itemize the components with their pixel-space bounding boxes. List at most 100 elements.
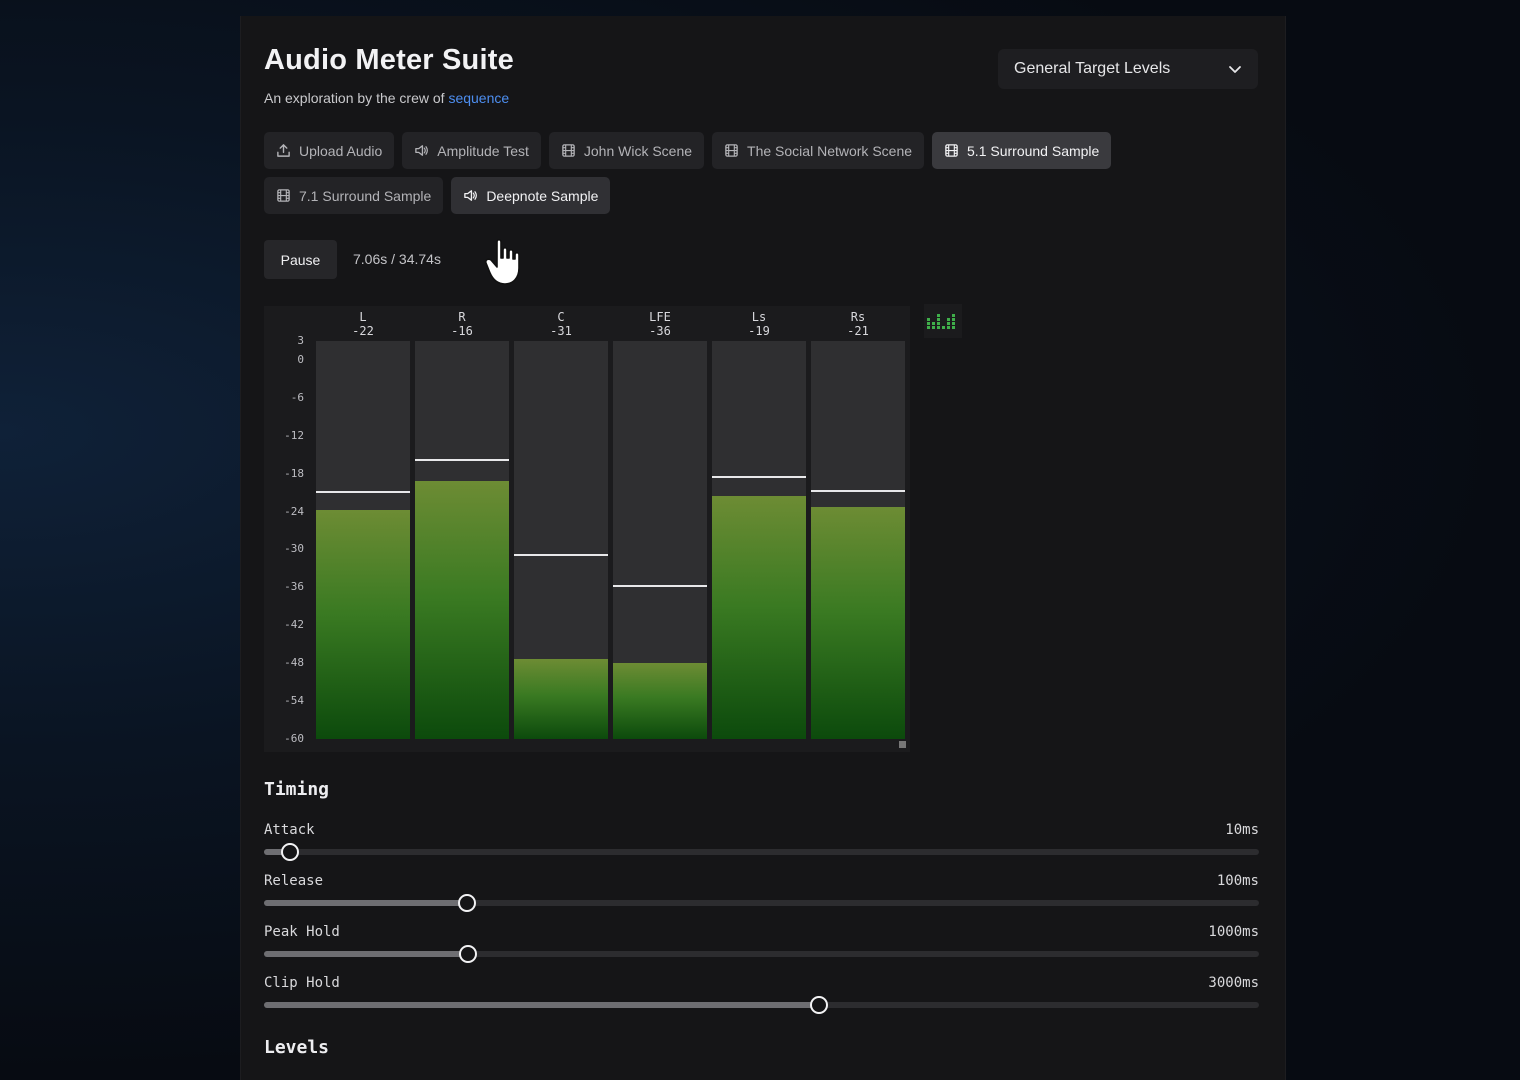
level-bar [514, 659, 608, 739]
channel-meter-rs [811, 341, 905, 739]
app-panel: Audio Meter Suite An exploration by the … [240, 16, 1286, 1080]
scale-tick-label: -54 [284, 694, 304, 708]
film-icon [562, 144, 575, 157]
deepnote-sample-label: Deepnote Sample [486, 187, 599, 204]
deepnote-sample-button[interactable]: Deepnote Sample [451, 177, 611, 214]
scale-tick-label: -48 [284, 656, 304, 670]
level-bar [415, 481, 509, 739]
scale-tick-label: -18 [284, 466, 304, 480]
peak-hold-label: Peak Hold [264, 924, 340, 940]
slider-knob[interactable] [280, 843, 299, 861]
upload-audio-button[interactable]: Upload Audio [264, 132, 395, 169]
channel-value: -16 [451, 324, 473, 338]
clip-hold-slider[interactable] [264, 996, 1259, 1014]
level-bar [712, 496, 806, 739]
peak-hold-line [712, 475, 806, 478]
speaker-icon [464, 190, 478, 201]
channel-value: -21 [847, 324, 869, 338]
source-buttons-row-1: Upload Audio Amplitude Test John Wick Sc… [264, 132, 1112, 169]
page-title: Audio Meter Suite [264, 44, 514, 76]
channel-name: LFE [649, 310, 671, 324]
channel-value: -31 [550, 324, 572, 338]
scale-tick-label: 3 [297, 334, 304, 347]
channel-name: Ls [751, 310, 767, 324]
equalizer-icon [927, 314, 955, 329]
channel-meter-ls [712, 341, 806, 739]
channel-value: -22 [352, 324, 374, 338]
channel-label-r: R -16 [415, 310, 509, 338]
meter-view-icon[interactable] [924, 304, 962, 338]
peak-hold-slider[interactable] [264, 945, 1259, 963]
channel-label-l: L -22 [316, 310, 410, 338]
film-icon [945, 144, 958, 157]
channel-name: L [359, 310, 367, 324]
slider-fill [264, 849, 290, 855]
peak-hold-line [316, 491, 410, 494]
social-network-scene-label: The Social Network Scene [747, 142, 913, 159]
channel-meter-l [316, 341, 410, 739]
attack-slider[interactable] [264, 843, 1259, 861]
film-icon [725, 144, 738, 157]
page-subtitle: An exploration by the crew of sequence [264, 90, 509, 106]
surround-7-1-button[interactable]: 7.1 Surround Sample [264, 177, 444, 214]
playback-time: 7.06s / 34.74s [353, 251, 441, 267]
level-bar [613, 662, 707, 739]
channel-name: R [458, 310, 466, 324]
social-network-scene-button[interactable]: The Social Network Scene [712, 132, 925, 169]
channel-name: Rs [850, 310, 866, 324]
slider-fill [264, 1002, 820, 1008]
resize-handle[interactable] [899, 741, 906, 748]
film-icon [277, 189, 290, 202]
target-levels-dropdown[interactable]: General Target Levels [998, 49, 1258, 89]
slider-fill [264, 951, 468, 957]
upload-icon [277, 144, 290, 157]
channel-meter-r [415, 341, 509, 739]
release-label: Release [264, 873, 324, 889]
level-bar [316, 510, 410, 739]
channel-value: -19 [748, 324, 770, 338]
sequence-link[interactable]: sequence [448, 90, 510, 106]
peak-hold-line [415, 458, 509, 461]
attack-value: 10ms [1225, 822, 1259, 838]
release-slider[interactable] [264, 894, 1259, 912]
source-buttons-row-2: 7.1 Surround Sample Deepnote Sample [264, 177, 611, 214]
slider-knob[interactable] [810, 996, 829, 1014]
scale-tick-label: -30 [284, 542, 304, 556]
peak-hold-line [613, 584, 707, 587]
channel-label-c: C -31 [514, 310, 608, 338]
channel-meter-lfe [613, 341, 707, 739]
slider-knob[interactable] [458, 945, 477, 963]
slider-knob[interactable] [457, 894, 476, 912]
scale-tick-label: -6 [290, 390, 304, 404]
peak-hold-line [514, 553, 608, 556]
scale-tick-label: -42 [284, 618, 304, 632]
surround-5-1-button[interactable]: 5.1 Surround Sample [932, 132, 1112, 169]
level-bar [811, 507, 905, 739]
levels-section-title: Levels [264, 1037, 330, 1058]
pause-button[interactable]: Pause [264, 240, 337, 279]
scale-tick-label: -60 [284, 732, 304, 745]
amplitude-test-button[interactable]: Amplitude Test [402, 132, 541, 169]
chevron-down-icon [1229, 66, 1241, 73]
surround-7-1-label: 7.1 Surround Sample [299, 187, 432, 204]
scale-tick-label: -24 [284, 504, 304, 518]
attack-label: Attack [264, 822, 315, 838]
channel-label-rs: Rs -21 [811, 310, 905, 338]
meter-scale: 3 0 -6 -12 -18 -24 -30 -36 -42 -48 -54 -60 [264, 306, 308, 752]
level-meter: 3 0 -6 -12 -18 -24 -30 -36 -42 -48 -54 -60 L -22 R -16… [264, 306, 910, 752]
timing-section-title: Timing [264, 779, 330, 800]
channel-label-lfe: LFE -36 [613, 310, 707, 338]
scale-tick-label: 0 [297, 352, 304, 366]
release-value: 100ms [1216, 873, 1259, 889]
hand-cursor-icon [485, 238, 520, 285]
amplitude-test-label: Amplitude Test [437, 142, 529, 159]
upload-audio-label: Upload Audio [299, 142, 383, 159]
peak-hold-value: 1000ms [1208, 924, 1259, 940]
john-wick-scene-button[interactable]: John Wick Scene [548, 132, 705, 169]
channel-name: C [557, 310, 565, 324]
john-wick-scene-label: John Wick Scene [583, 142, 693, 159]
slider-fill [264, 900, 467, 906]
scale-tick-label: -36 [284, 580, 304, 594]
clip-hold-label: Clip Hold [264, 975, 340, 991]
channel-value: -36 [649, 324, 671, 338]
